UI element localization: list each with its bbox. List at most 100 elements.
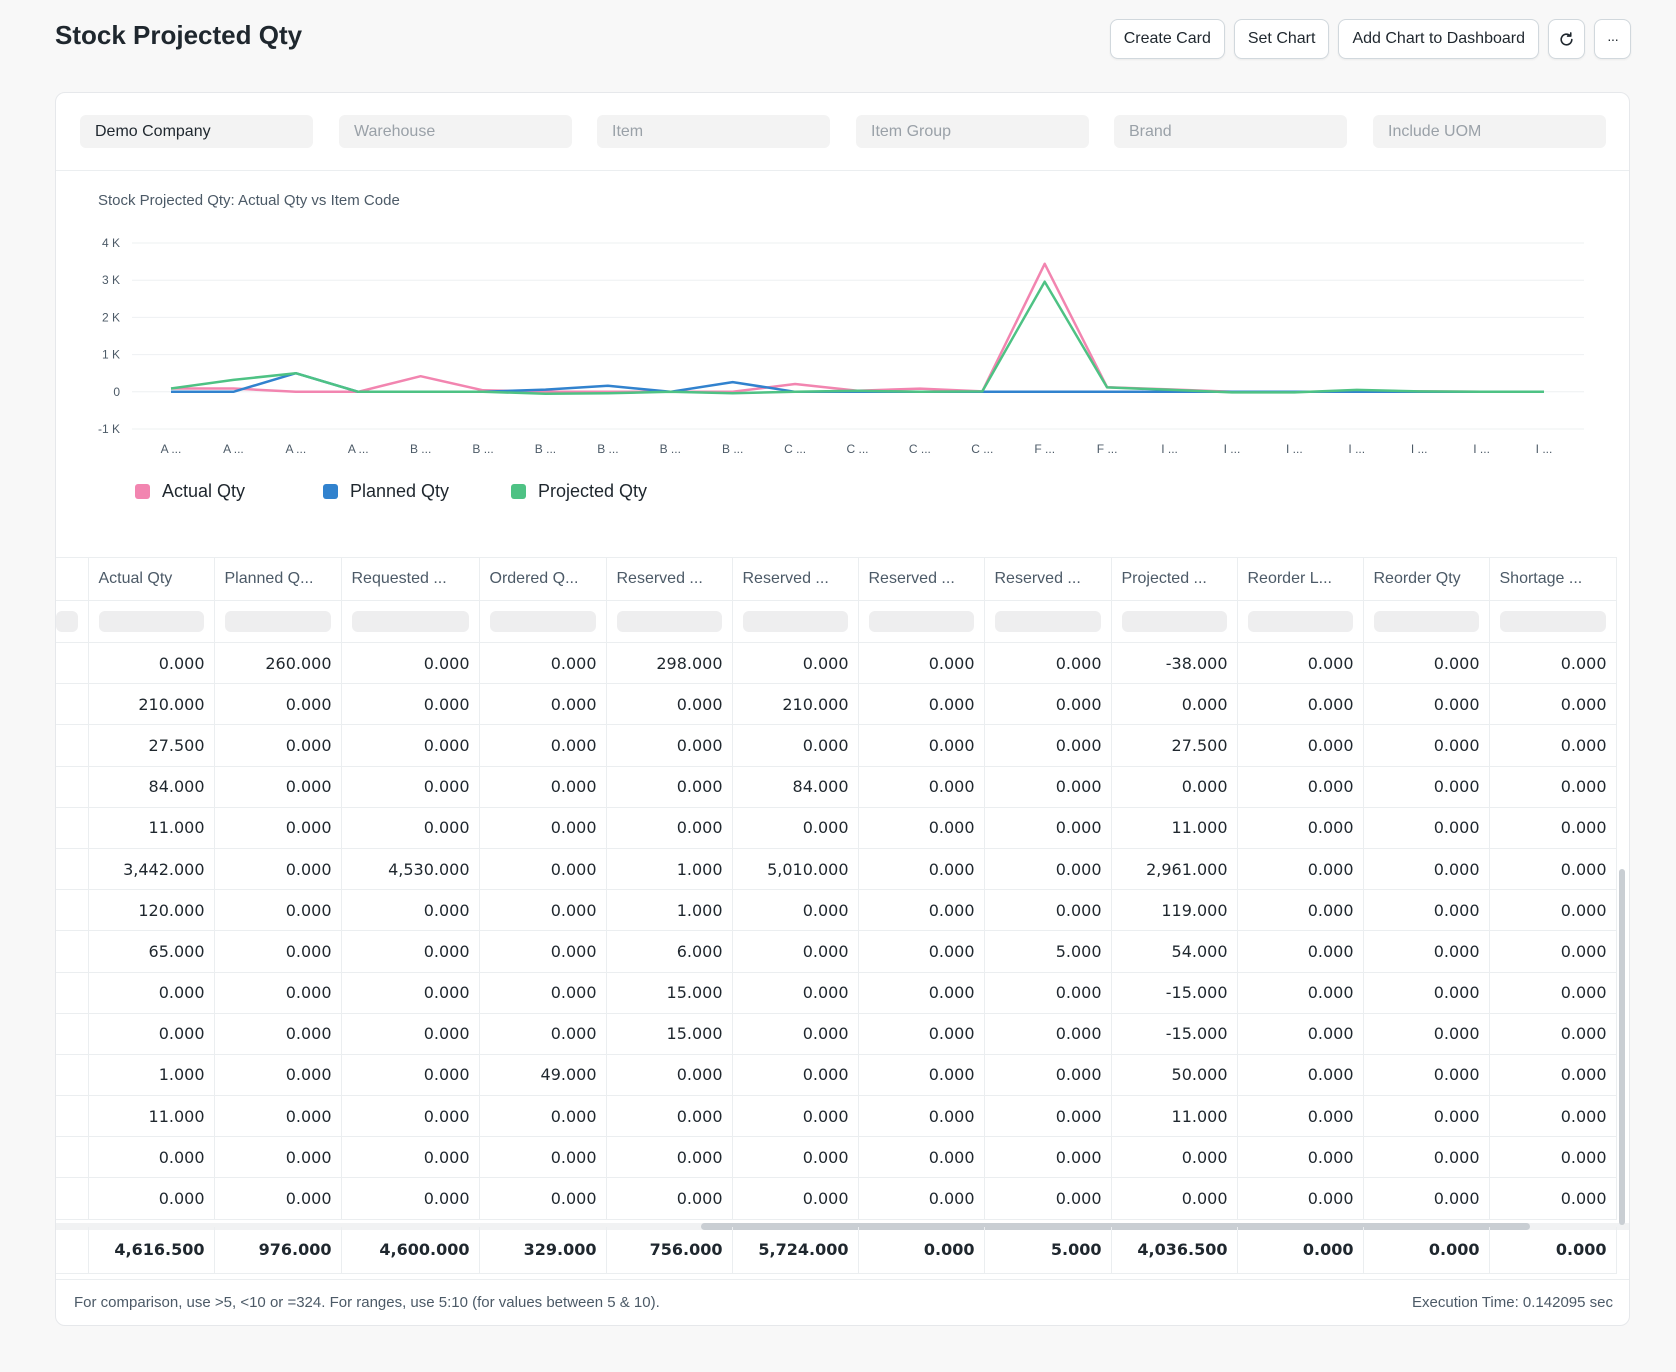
table-cell[interactable]: 0.000: [732, 1054, 859, 1097]
column-filter-input[interactable]: [1237, 600, 1364, 643]
table-cell[interactable]: 0.000: [1363, 807, 1490, 849]
column-header[interactable]: Actual Qty: [88, 557, 215, 601]
table-cell[interactable]: 0.000: [88, 642, 215, 685]
table-cell[interactable]: 120.000: [88, 889, 215, 932]
column-header[interactable]: Projected ...: [1111, 557, 1238, 601]
table-cell[interactable]: 0.000: [1237, 766, 1364, 808]
table-row[interactable]: 11.000 0.000 0.000 0.000 0.000 0.000 0.000 0.00…: [56, 1095, 1617, 1138]
table-row[interactable]: 3,442.000 0.000 4,530.000 0.000 1.000 5,010.0…: [56, 848, 1617, 891]
table-cell[interactable]: 0.000: [214, 930, 342, 973]
table-cell[interactable]: 0.000: [1489, 1136, 1617, 1179]
table-cell[interactable]: 0.000: [732, 642, 859, 685]
table-cell[interactable]: 0.000: [606, 1054, 733, 1097]
table-cell[interactable]: 0.000: [1237, 642, 1364, 685]
table-cell[interactable]: 0.000: [214, 1177, 342, 1220]
legend-item[interactable]: Actual Qty: [135, 481, 323, 502]
table-cell[interactable]: 0.000: [214, 1013, 342, 1055]
table-cell[interactable]: 0.000: [1237, 1177, 1364, 1220]
include-uom-filter[interactable]: Include UOM: [1373, 115, 1606, 148]
column-filter-input[interactable]: [88, 600, 215, 643]
column-header[interactable]: Requested ...: [341, 557, 480, 601]
table-cell[interactable]: 0.000: [88, 1136, 215, 1179]
table-cell[interactable]: 0.000: [984, 724, 1112, 767]
table-cell[interactable]: 0.000: [1363, 848, 1490, 891]
table-cell[interactable]: 0.000: [1489, 972, 1617, 1014]
table-cell[interactable]: 0.000: [858, 1095, 985, 1138]
table-cell[interactable]: 0.000: [1111, 1177, 1238, 1220]
table-row[interactable]: 11.000 0.000 0.000 0.000 0.000 0.000 0.000 0.00…: [56, 807, 1617, 849]
table-cell[interactable]: 0.000: [479, 724, 607, 767]
add-chart-to-dashboard-button[interactable]: Add Chart to Dashboard: [1338, 19, 1539, 59]
table-cell[interactable]: 0.000: [1237, 1095, 1364, 1138]
table-cell[interactable]: 54.000: [1111, 930, 1238, 973]
table-cell[interactable]: 0.000: [341, 972, 480, 1014]
table-cell[interactable]: 0.000: [341, 766, 480, 808]
table-row[interactable]: 0.000 0.000 0.000 0.000 0.000 0.000 0.000 0.000…: [56, 1177, 1617, 1220]
item-group-filter[interactable]: Item Group: [856, 115, 1089, 148]
warehouse-filter[interactable]: Warehouse: [339, 115, 572, 148]
table-cell[interactable]: 0.000: [1363, 1136, 1490, 1179]
table-cell[interactable]: 0.000: [858, 1136, 985, 1179]
table-cell[interactable]: 0.000: [1363, 1054, 1490, 1097]
table-cell[interactable]: 0.000: [1489, 1054, 1617, 1097]
table-cell[interactable]: 15.000: [606, 972, 733, 1014]
column-header[interactable]: Reorder L...: [1237, 557, 1364, 601]
table-cell[interactable]: 50.000: [1111, 1054, 1238, 1097]
table-cell[interactable]: 4,530.000: [341, 848, 480, 891]
table-cell[interactable]: 0.000: [1363, 1095, 1490, 1138]
table-cell[interactable]: 0.000: [984, 807, 1112, 849]
table-cell[interactable]: 65.000: [88, 930, 215, 973]
table-cell[interactable]: 5.000: [984, 930, 1112, 973]
table-cell[interactable]: 0.000: [88, 1177, 215, 1220]
column-filter-input[interactable]: [479, 600, 607, 643]
table-cell[interactable]: 0.000: [1489, 724, 1617, 767]
table-cell[interactable]: 0.000: [479, 766, 607, 808]
table-cell[interactable]: 0.000: [341, 724, 480, 767]
table-cell[interactable]: 0.000: [214, 724, 342, 767]
horizontal-scrollbar[interactable]: [701, 1223, 1530, 1230]
table-row[interactable]: 0.000 0.000 0.000 0.000 15.000 0.000 0.000 0.00…: [56, 972, 1617, 1014]
table-cell[interactable]: 0.000: [606, 1136, 733, 1179]
table-cell[interactable]: 0.000: [1363, 724, 1490, 767]
table-cell[interactable]: 0.000: [732, 1095, 859, 1138]
table-cell[interactable]: 0.000: [479, 1095, 607, 1138]
table-cell[interactable]: 0.000: [1363, 766, 1490, 808]
table-cell[interactable]: 0.000: [341, 807, 480, 849]
table-cell[interactable]: 0.000: [1489, 1095, 1617, 1138]
table-cell[interactable]: 0.000: [479, 972, 607, 1014]
table-cell[interactable]: -38.000: [1111, 642, 1238, 685]
column-header[interactable]: Reserved ...: [858, 557, 985, 601]
table-cell[interactable]: 0.000: [479, 889, 607, 932]
table-cell[interactable]: 0.000: [1363, 972, 1490, 1014]
table-cell[interactable]: 11.000: [1111, 1095, 1238, 1138]
table-cell[interactable]: 0.000: [479, 1177, 607, 1220]
table-cell[interactable]: 0.000: [341, 1177, 480, 1220]
table-cell[interactable]: 0.000: [984, 848, 1112, 891]
table-cell[interactable]: 0.000: [1363, 1177, 1490, 1220]
table-row[interactable]: 27.500 0.000 0.000 0.000 0.000 0.000 0.000 0.00…: [56, 724, 1617, 767]
vertical-scrollbar[interactable]: [1619, 869, 1625, 1225]
set-chart-button[interactable]: Set Chart: [1233, 19, 1330, 59]
table-cell[interactable]: 0.000: [341, 930, 480, 973]
column-header[interactable]: Shortage ...: [1489, 557, 1617, 601]
table-cell[interactable]: 0.000: [214, 766, 342, 808]
table-cell[interactable]: 0.000: [732, 930, 859, 973]
column-header[interactable]: Reserved ...: [732, 557, 859, 601]
column-filter-input[interactable]: [606, 600, 733, 643]
refresh-button[interactable]: [1548, 19, 1585, 59]
table-cell[interactable]: 0.000: [606, 1095, 733, 1138]
table-cell[interactable]: 0.000: [1237, 889, 1364, 932]
table-cell[interactable]: 27.500: [1111, 724, 1238, 767]
table-row[interactable]: 1.000 0.000 0.000 49.000 0.000 0.000 0.000 0.00…: [56, 1054, 1617, 1097]
table-cell[interactable]: 0.000: [858, 848, 985, 891]
table-cell[interactable]: 1.000: [88, 1054, 215, 1097]
table-row[interactable]: 0.000 0.000 0.000 0.000 15.000 0.000 0.000 0.00…: [56, 1013, 1617, 1055]
table-cell[interactable]: 0.000: [732, 889, 859, 932]
column-filter-input[interactable]: [1489, 600, 1617, 643]
item-filter[interactable]: Item: [597, 115, 830, 148]
company-filter[interactable]: Demo Company: [80, 115, 313, 148]
table-cell[interactable]: 1.000: [606, 889, 733, 932]
column-filter-input[interactable]: [1111, 600, 1238, 643]
table-cell[interactable]: 0.000: [1489, 848, 1617, 891]
table-cell[interactable]: 0.000: [341, 889, 480, 932]
